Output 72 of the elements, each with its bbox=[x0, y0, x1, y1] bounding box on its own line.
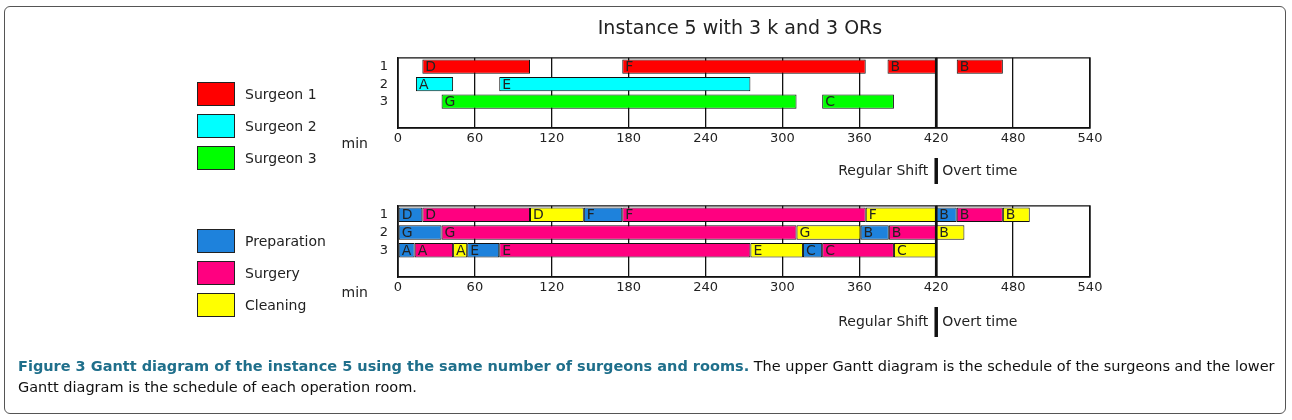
x-tick-label: 480 bbox=[1000, 130, 1026, 146]
x-tick-label: 420 bbox=[923, 130, 949, 146]
legend-label: Surgeon 2 bbox=[245, 118, 317, 134]
y-tick-label: 3 bbox=[379, 241, 388, 257]
data-label: D bbox=[425, 58, 437, 75]
y-tick-label: 2 bbox=[379, 223, 388, 239]
x-tick-label: 420 bbox=[923, 279, 949, 295]
data-label: G bbox=[444, 93, 456, 110]
data-label: B bbox=[890, 58, 901, 75]
y-tick-label: 3 bbox=[379, 93, 388, 109]
x-tick-label: 180 bbox=[616, 279, 642, 295]
x-tick-label: 540 bbox=[1077, 130, 1103, 146]
data-label: E bbox=[470, 241, 480, 258]
y-tick-label: 2 bbox=[379, 75, 388, 91]
x-tick-label: 300 bbox=[770, 279, 795, 295]
data-label: A bbox=[401, 241, 412, 258]
data-label: F bbox=[625, 58, 634, 75]
y-tick-label: 1 bbox=[379, 206, 388, 222]
x-tick-label: 360 bbox=[846, 130, 872, 146]
data-label: A bbox=[418, 75, 429, 92]
legend-label: Cleaning bbox=[245, 297, 307, 313]
legend-label: Surgeon 1 bbox=[245, 86, 317, 102]
x-tick-label: 120 bbox=[539, 130, 565, 146]
data-label: C bbox=[825, 93, 836, 110]
data-label: B bbox=[959, 58, 970, 75]
data-label: C bbox=[825, 241, 836, 258]
data-label: A bbox=[456, 241, 467, 258]
data-label: G bbox=[444, 224, 456, 241]
data-label: F bbox=[625, 206, 634, 223]
data-label: B bbox=[891, 224, 902, 241]
legend-label: Surgery bbox=[245, 265, 300, 281]
caption: Figure 3 Gantt diagram of the instance 5 using the same number of surgeons and rooms. bbox=[18, 358, 750, 374]
data-label: E bbox=[753, 241, 763, 258]
data-label: D bbox=[401, 206, 413, 223]
x-tick-label: 480 bbox=[1000, 279, 1026, 295]
data-label: B bbox=[939, 206, 949, 223]
data-label: A bbox=[417, 241, 428, 258]
data-label: E bbox=[502, 75, 512, 92]
text: Regular Shift bbox=[838, 161, 929, 178]
legend-label: Surgeon 3 bbox=[245, 150, 317, 166]
data-label: C bbox=[896, 241, 907, 258]
data-label: D bbox=[425, 206, 437, 223]
x-axis-title: min bbox=[341, 283, 368, 300]
data-label: G bbox=[401, 224, 413, 241]
x-tick-label: 300 bbox=[770, 130, 795, 146]
data-label: F bbox=[868, 206, 877, 223]
data-label: D bbox=[532, 206, 544, 223]
text: Regular Shift bbox=[838, 312, 929, 329]
data-label: B bbox=[959, 206, 970, 223]
data-label: B bbox=[863, 224, 874, 241]
data-label: F bbox=[586, 206, 595, 223]
data-label: E bbox=[502, 241, 512, 258]
text: Overt time bbox=[942, 161, 1018, 178]
x-axis-title: min bbox=[341, 134, 368, 151]
legend-label: Preparation bbox=[245, 233, 326, 249]
y-tick-label: 1 bbox=[379, 57, 388, 73]
data-label: C bbox=[805, 241, 816, 258]
x-tick-label: 120 bbox=[539, 279, 565, 295]
x-tick-label: 540 bbox=[1077, 279, 1103, 295]
x-tick-label: 240 bbox=[693, 279, 718, 295]
x-tick-label: 60 bbox=[466, 279, 484, 295]
data-label: B bbox=[1005, 206, 1016, 223]
x-tick-label: 360 bbox=[846, 279, 872, 295]
x-tick-label: 240 bbox=[693, 130, 718, 146]
x-tick-label: 180 bbox=[616, 130, 642, 146]
data-label: G bbox=[799, 224, 811, 241]
x-tick-label: 60 bbox=[466, 130, 484, 146]
data-label: B bbox=[939, 224, 949, 241]
x-tick-label: 0 bbox=[393, 279, 403, 295]
x-tick-label: 0 bbox=[393, 130, 403, 146]
chart-title: Instance 5 with 3 k and 3 ORs bbox=[596, 16, 884, 38]
text: Overt time bbox=[942, 312, 1018, 329]
